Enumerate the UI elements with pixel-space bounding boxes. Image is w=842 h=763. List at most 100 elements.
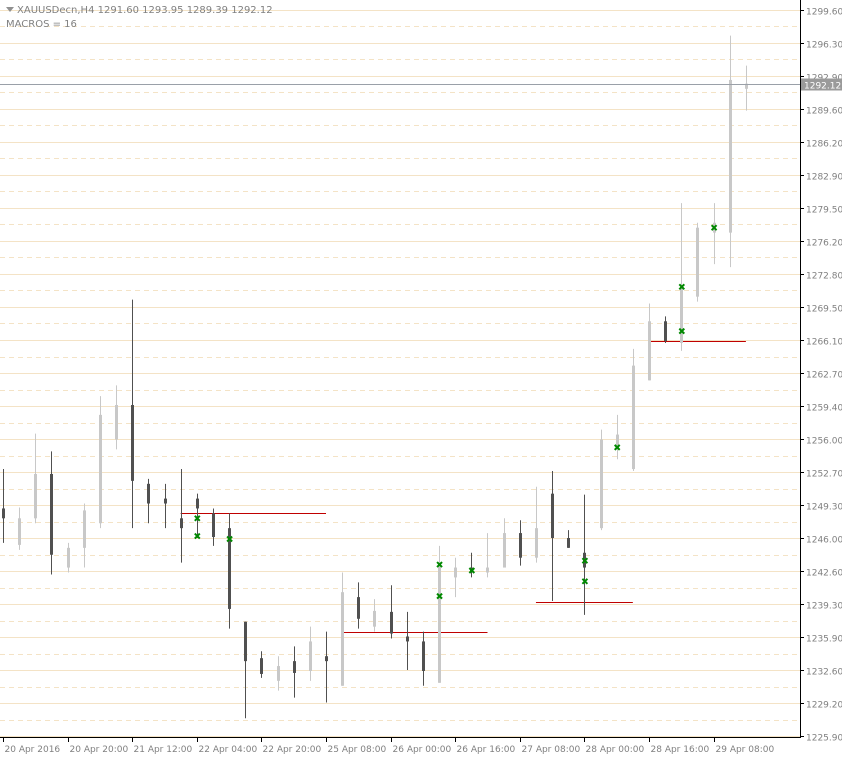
signal-marker (581, 557, 589, 564)
price-bar-body (729, 79, 732, 233)
signal-marker-stroke (226, 535, 233, 543)
signal-marker (194, 532, 201, 540)
price-bar-body (551, 493, 554, 538)
price-bar-body (616, 434, 619, 450)
price-label: 1286.20 (806, 140, 842, 150)
price-label: 1246.00 (806, 536, 842, 546)
chart-header: XAUUSDecn,H4 1291.60 1293.95 1289.39 129… (6, 4, 273, 32)
price-label: 1252.70 (806, 470, 842, 480)
price-label: 1232.60 (806, 668, 842, 678)
price-label: 1272.80 (806, 272, 842, 282)
price-bar-body (600, 439, 603, 529)
time-label: 28 Apr 16:00 (651, 745, 710, 755)
price-label: 1262.70 (806, 371, 842, 381)
price-bar-body (664, 321, 667, 341)
price-bar-body (83, 510, 86, 548)
price-label: 1225.90 (806, 734, 842, 744)
price-bar-body (373, 610, 376, 627)
price-bar-body (567, 538, 570, 548)
price-bar-body (164, 498, 167, 504)
price-bar-body (696, 227, 699, 297)
price-bar-body (535, 528, 538, 558)
price-bar-body (503, 533, 506, 568)
price-label: 1256.00 (806, 437, 842, 447)
signal-marker (613, 444, 621, 451)
price-bar-body (50, 473, 53, 555)
signal-marker (436, 561, 443, 568)
price-bar-body (341, 592, 344, 686)
price-bar-body (293, 661, 296, 673)
price-bar-body (2, 508, 5, 519)
symbol-label: XAUUSDecn,H4 (17, 5, 95, 16)
price-bar-body (180, 518, 183, 529)
signal-marker-stroke (581, 578, 589, 585)
price-bar-body (438, 562, 441, 683)
signal-marker (436, 592, 443, 600)
price-bar-body (244, 621, 247, 662)
price-label: 1235.90 (806, 635, 842, 645)
signal-marker-stroke (613, 444, 621, 451)
price-label: 1266.10 (806, 338, 842, 348)
grid-layer (0, 10, 800, 737)
signal-marker (194, 515, 201, 522)
signal-marker-stroke (194, 515, 201, 522)
price-label: 1239.30 (806, 602, 842, 612)
price-bar-body (196, 498, 199, 509)
time-label: 22 Apr 20:00 (263, 745, 322, 755)
price-label: 1296.30 (806, 41, 842, 51)
price-bar-body (632, 365, 635, 470)
price-label: 1249.30 (806, 503, 842, 513)
price-bar-body (212, 513, 215, 538)
time-label: 20 Apr 20:00 (70, 745, 129, 755)
signal-marker-stroke (436, 561, 443, 568)
price-label: 1269.50 (806, 305, 842, 315)
bar-layer (2, 35, 748, 719)
price-label: 1276.20 (806, 239, 842, 249)
signal-marker-stroke (436, 592, 443, 600)
signal-marker-stroke (194, 532, 201, 540)
time-label: 25 Apr 08:00 (328, 745, 387, 755)
price-bar-body (115, 405, 118, 440)
price-bar-body (325, 656, 328, 662)
price-bar-body (390, 611, 393, 634)
price-bar-body (422, 641, 425, 671)
price-bar-body (357, 597, 360, 619)
price-bar-body (99, 414, 102, 524)
signal-marker (710, 224, 718, 231)
price-bar-body (18, 518, 21, 545)
ohlc-values: 1291.60 1293.95 1289.39 1292.12 (97, 5, 273, 16)
price-label: 1282.90 (806, 173, 842, 183)
signal-marker (581, 578, 589, 585)
price-label: 1229.20 (806, 701, 842, 711)
price-bar-body (519, 533, 522, 558)
signal-marker (678, 327, 686, 335)
time-label: 20 Apr 2016 (5, 745, 61, 755)
price-bar-body (131, 405, 134, 481)
price-bar-body (34, 473, 37, 519)
price-label: 1289.60 (806, 107, 842, 117)
signal-marker-stroke (468, 567, 476, 574)
signal-marker-stroke (710, 224, 718, 231)
price-bar-body (260, 658, 263, 674)
price-bar-body (309, 641, 312, 671)
time-label: 27 Apr 08:00 (522, 745, 581, 755)
price-bar-body (277, 666, 280, 681)
signal-marker-stroke (678, 283, 686, 291)
signal-marker-stroke (581, 557, 589, 564)
time-label: 22 Apr 04:00 (199, 745, 258, 755)
price-bar-body (745, 83, 748, 89)
symbol-line: XAUUSDecn,H4 1291.60 1293.95 1289.39 129… (6, 4, 273, 18)
price-label: 1279.50 (806, 206, 842, 216)
time-label: 26 Apr 00:00 (393, 745, 452, 755)
time-label: 26 Apr 16:00 (457, 745, 516, 755)
price-bar-body (67, 547, 70, 568)
indicator-label: MACROS = 16 (6, 19, 77, 30)
marker-layer (194, 224, 718, 600)
dropdown-triangle-icon[interactable] (6, 7, 14, 12)
current-price-tag (801, 78, 842, 91)
current-price-tag-label: 1292.12 (804, 82, 841, 92)
price-label: 1242.60 (806, 569, 842, 579)
